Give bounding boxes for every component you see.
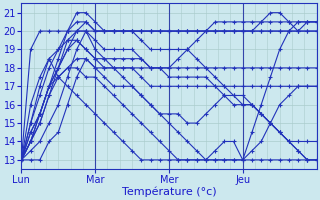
X-axis label: Température (°c): Température (°c) bbox=[122, 186, 216, 197]
